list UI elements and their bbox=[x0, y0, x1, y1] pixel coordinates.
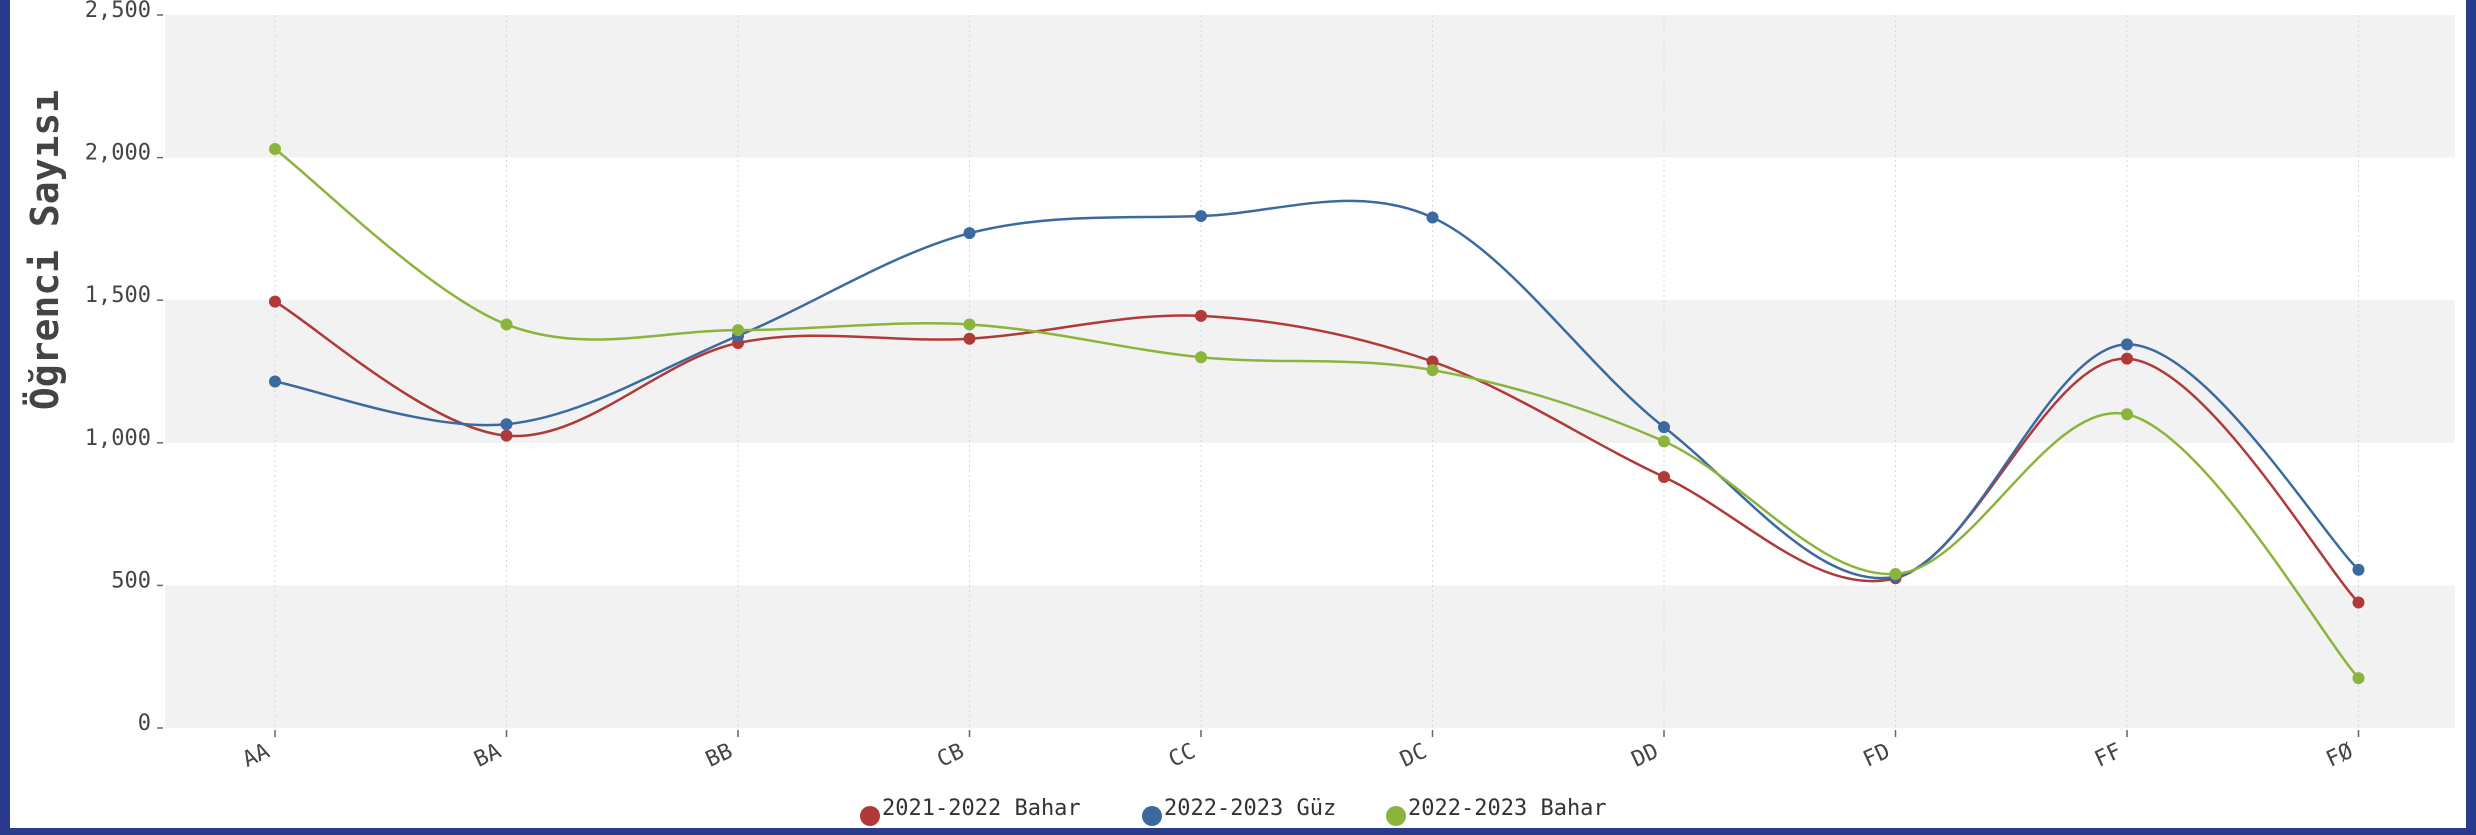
grid-band bbox=[165, 585, 2455, 728]
data-point bbox=[1889, 567, 1902, 580]
data-point bbox=[500, 318, 513, 331]
legend-label: 2021-2022 Bahar bbox=[882, 796, 1081, 821]
vertical-gridlines bbox=[274, 15, 2359, 728]
data-point bbox=[2121, 352, 2133, 365]
x-tick-label: FF bbox=[2091, 739, 2126, 773]
x-tick-label: AA bbox=[239, 739, 274, 773]
series-points bbox=[269, 143, 2365, 685]
data-point bbox=[963, 332, 976, 345]
y-tick-label: 1,000 bbox=[85, 426, 151, 451]
data-point bbox=[1195, 351, 1207, 364]
series-line bbox=[274, 199, 2360, 580]
y-tick-label: 500 bbox=[111, 568, 151, 593]
x-tick-label: BA bbox=[470, 739, 505, 773]
x-tick-label: CB bbox=[933, 739, 968, 773]
data-point bbox=[2352, 672, 2365, 685]
data-point bbox=[269, 295, 281, 308]
x-tick-label: DC bbox=[1396, 739, 1431, 773]
y-tick-label: 0 bbox=[138, 711, 151, 736]
y-tick-label: 1,500 bbox=[85, 283, 151, 308]
data-point bbox=[1658, 435, 1670, 448]
data-point bbox=[1195, 309, 1207, 322]
data-point bbox=[732, 324, 744, 337]
legend: 2021-2022 Bahar 2022-2023 Güz 2022-2023 Ba… bbox=[860, 796, 1607, 826]
legend-marker bbox=[1142, 806, 1162, 826]
line-chart: 0 500 1,000 1,500 2,000 2,500 AA BA BB CB CC DC DD F… bbox=[23, 0, 2455, 826]
data-point bbox=[1658, 421, 1670, 434]
data-point bbox=[1426, 211, 1439, 224]
x-tick-label: FØ bbox=[2322, 739, 2357, 773]
legend-marker bbox=[860, 806, 880, 826]
legend-marker bbox=[1386, 806, 1406, 826]
x-tick-label: BB bbox=[702, 739, 737, 773]
data-point bbox=[1426, 364, 1439, 377]
data-point bbox=[1195, 210, 1207, 223]
x-tick-label: FD bbox=[1859, 739, 1894, 773]
y-tick-label: 2,500 bbox=[85, 0, 151, 23]
legend-label: 2022-2023 Güz bbox=[1164, 796, 1336, 821]
data-point bbox=[500, 418, 513, 431]
y-axis-title: Öğrenci Sayısı bbox=[23, 90, 67, 410]
grid-band bbox=[165, 300, 2455, 443]
data-point bbox=[963, 227, 976, 240]
series-line bbox=[274, 148, 2360, 679]
x-tick-label: CC bbox=[1165, 739, 1200, 773]
data-point bbox=[500, 429, 513, 442]
data-point bbox=[963, 318, 976, 331]
y-axis-ticks: 0 500 1,000 1,500 2,000 2,500 bbox=[85, 0, 163, 736]
data-point bbox=[2121, 408, 2133, 421]
y-tick-label: 2,000 bbox=[85, 141, 151, 166]
data-point bbox=[2352, 563, 2365, 576]
data-point bbox=[269, 375, 281, 388]
chart-frame: 0 500 1,000 1,500 2,000 2,500 AA BA BB CB CC DC DD F… bbox=[10, 0, 2466, 828]
data-point bbox=[269, 143, 281, 156]
grid-band bbox=[165, 15, 2455, 158]
data-point bbox=[1658, 471, 1670, 484]
x-tick-label: DD bbox=[1628, 739, 1663, 773]
x-axis-ticks: AA BA BB CB CC DC DD FD FF FØ bbox=[239, 730, 2360, 773]
data-point bbox=[1426, 355, 1439, 368]
series-lines bbox=[274, 148, 2360, 679]
data-point bbox=[2121, 338, 2133, 351]
series-line bbox=[274, 300, 2360, 604]
grid-bands bbox=[165, 15, 2455, 728]
legend-label: 2022-2023 Bahar bbox=[1408, 796, 1607, 821]
data-point bbox=[2352, 596, 2365, 609]
